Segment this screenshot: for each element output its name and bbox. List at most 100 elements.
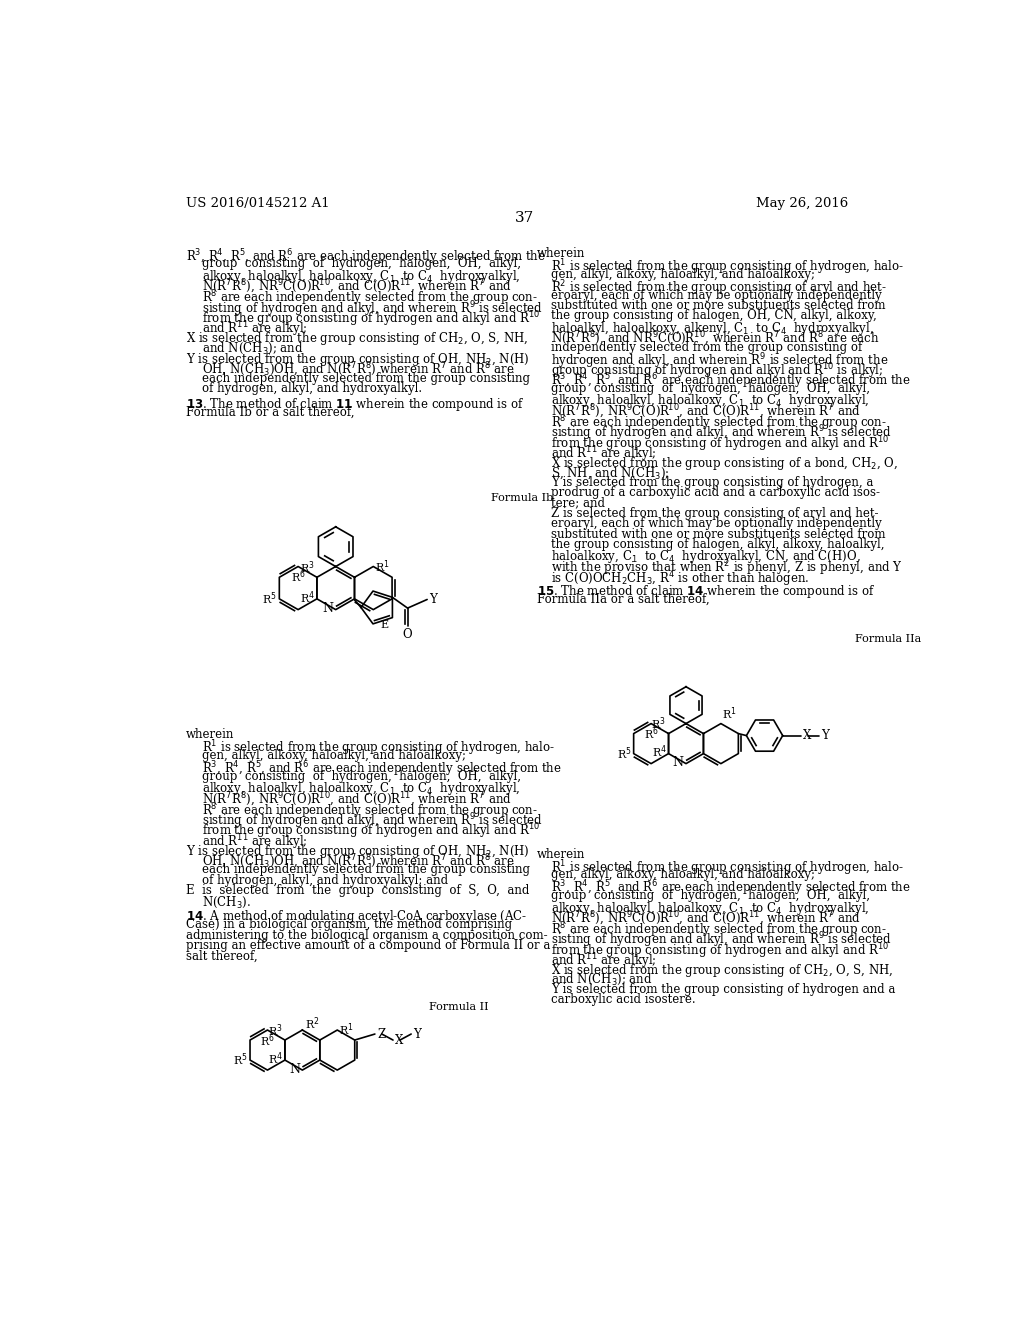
- Text: from the group consisting of hydrogen and alkyl and R$^{10}$: from the group consisting of hydrogen an…: [202, 822, 540, 841]
- Text: with the proviso that when R$^2$ is phenyl, Z is phenyl, and Y: with the proviso that when R$^2$ is phen…: [551, 558, 903, 578]
- Text: haloalkoxy, C$_1$  to C$_4$  hydroxyalkyl, CN, and C(H)O,: haloalkoxy, C$_1$ to C$_4$ hydroxyalkyl,…: [551, 548, 861, 565]
- Text: gen, alkyl, alkoxy, haloalkyl, and haloalkoxy;: gen, alkyl, alkoxy, haloalkyl, and haloa…: [551, 268, 815, 281]
- Text: OH, N(CH$_3$)OH, and N(R$^7$R$^8$) wherein R$^7$ and R$^8$ are: OH, N(CH$_3$)OH, and N(R$^7$R$^8$) where…: [202, 853, 514, 871]
- Text: gen, alkyl, alkoxy, haloalkyl, and haloalkoxy;: gen, alkyl, alkoxy, haloalkyl, and haloa…: [551, 869, 815, 882]
- Text: R$^5$: R$^5$: [616, 746, 632, 762]
- Text: Formula Ib: Formula Ib: [490, 494, 553, 503]
- Text: each independently selected from the group consisting: each independently selected from the gro…: [202, 863, 529, 876]
- Text: and R$^{11}$ are alkyl;: and R$^{11}$ are alkyl;: [202, 832, 307, 851]
- Text: wherein: wherein: [538, 847, 586, 861]
- Text: group consisting of hydrogen and alkyl and R$^{10}$ is alkyl;: group consisting of hydrogen and alkyl a…: [551, 362, 884, 381]
- Text: $\bf{14}$. A method of modulating acetyl-CoA carboxylase (AC-: $\bf{14}$. A method of modulating acetyl…: [186, 908, 527, 925]
- Text: substituted with one or more substituents selected from: substituted with one or more substituent…: [551, 298, 886, 312]
- Text: of hydrogen, alkyl, and hydroxyalkyl.: of hydrogen, alkyl, and hydroxyalkyl.: [202, 381, 422, 395]
- Text: R$^1$: R$^1$: [339, 1022, 353, 1039]
- Text: E: E: [380, 619, 388, 630]
- Text: Y: Y: [414, 1027, 421, 1040]
- Text: R$^8$ are each independently selected from the group con-: R$^8$ are each independently selected fr…: [551, 920, 887, 940]
- Text: group  consisting  of  hydrogen,  halogen,  OH,  alkyl,: group consisting of hydrogen, halogen, O…: [202, 257, 520, 271]
- Text: 37: 37: [515, 211, 535, 224]
- Text: OH, N(CH$_3$)OH, and N(R$^7$R$^8$) wherein R$^7$ and R$^8$ are: OH, N(CH$_3$)OH, and N(R$^7$R$^8$) where…: [202, 362, 514, 379]
- Text: $\bf{15}$. The method of claim $\bf{14}$ wherein the compound is of: $\bf{15}$. The method of claim $\bf{14}$…: [538, 582, 876, 599]
- Text: salt thereof,: salt thereof,: [186, 949, 258, 962]
- Text: group  consisting  of  hydrogen,  halogen,  OH,  alkyl,: group consisting of hydrogen, halogen, O…: [551, 890, 870, 902]
- Text: carboxylic acid isostere.: carboxylic acid isostere.: [551, 993, 695, 1006]
- Text: alkoxy, haloalkyl, haloalkoxy, C$_1$  to C$_4$  hydroxyalkyl,: alkoxy, haloalkyl, haloalkoxy, C$_1$ to …: [202, 780, 520, 797]
- Text: and N(CH$_3$); and: and N(CH$_3$); and: [551, 973, 652, 987]
- Text: Formula IIa or a salt thereof,: Formula IIa or a salt thereof,: [538, 593, 710, 606]
- Text: R$^3$: R$^3$: [651, 715, 667, 733]
- Text: Y is selected from the group consisting of hydrogen and a: Y is selected from the group consisting …: [551, 982, 896, 995]
- Text: prising an effective amount of a compound of Formula II or a: prising an effective amount of a compoun…: [186, 940, 551, 952]
- Text: sisting of hydrogen and alkyl, and wherein R$^9$ is selected: sisting of hydrogen and alkyl, and where…: [202, 298, 543, 318]
- Text: O: O: [402, 628, 413, 642]
- Text: from the group consisting of hydrogen and alkyl and R$^{10}$: from the group consisting of hydrogen an…: [551, 434, 889, 454]
- Text: of hydrogen, alkyl, and hydroxyalkyl; and: of hydrogen, alkyl, and hydroxyalkyl; an…: [202, 874, 447, 887]
- Text: R$^8$ are each independently selected from the group con-: R$^8$ are each independently selected fr…: [202, 801, 538, 821]
- Text: sisting of hydrogen and alkyl, and wherein R$^9$ is selected: sisting of hydrogen and alkyl, and where…: [202, 812, 543, 832]
- Text: group  consisting  of  hydrogen,  halogen,  OH,  alkyl,: group consisting of hydrogen, halogen, O…: [551, 381, 870, 395]
- Text: May 26, 2016: May 26, 2016: [756, 197, 848, 210]
- Text: R$^5$: R$^5$: [233, 1052, 248, 1068]
- Text: R$^3$: R$^3$: [268, 1022, 283, 1039]
- Text: R$^6$: R$^6$: [260, 1032, 274, 1049]
- Text: independently selected from the group consisting of: independently selected from the group co…: [551, 341, 862, 354]
- Text: X is selected from the group consisting of CH$_2$, O, S, NH,: X is selected from the group consisting …: [551, 962, 894, 979]
- Text: R$^4$: R$^4$: [268, 1051, 284, 1067]
- Text: N(CH$_3$).: N(CH$_3$).: [202, 895, 251, 909]
- Text: eroaryl, each of which may be optionally independently: eroaryl, each of which may be optionally…: [551, 289, 882, 301]
- Text: hydrogen and alkyl, and wherein R$^9$ is selected from the: hydrogen and alkyl, and wherein R$^9$ is…: [551, 351, 889, 371]
- Text: each independently selected from the group consisting: each independently selected from the gro…: [202, 372, 529, 384]
- Text: from the group consisting of hydrogen and alkyl and R$^{10}$: from the group consisting of hydrogen an…: [202, 309, 540, 329]
- Text: Z: Z: [377, 1027, 385, 1040]
- Text: Formula IIa: Formula IIa: [855, 635, 922, 644]
- Text: Formula Ib or a salt thereof,: Formula Ib or a salt thereof,: [186, 407, 354, 418]
- Text: R$^6$: R$^6$: [291, 569, 305, 585]
- Text: the group consisting of halogen, OH, CN, alkyl, alkoxy,: the group consisting of halogen, OH, CN,…: [551, 309, 877, 322]
- Text: R$^1$ is selected from the group consisting of hydrogen, halo-: R$^1$ is selected from the group consist…: [551, 858, 904, 878]
- Text: alkoxy, haloalkyl, haloalkoxy, C$_1$  to C$_4$  hydroxyalkyl,: alkoxy, haloalkyl, haloalkoxy, C$_1$ to …: [551, 899, 869, 916]
- Text: sisting of hydrogen and alkyl, and wherein R$^9$ is selected: sisting of hydrogen and alkyl, and where…: [551, 424, 892, 444]
- Text: R$^3$, R$^4$, R$^5$, and R$^6$ are each independently selected from the: R$^3$, R$^4$, R$^5$, and R$^6$ are each …: [186, 247, 546, 267]
- Text: Case) in a biological organism, the method comprising: Case) in a biological organism, the meth…: [186, 919, 512, 932]
- Text: wherein: wherein: [538, 247, 586, 260]
- Text: N: N: [323, 602, 334, 615]
- Text: from the group consisting of hydrogen and alkyl and R$^{10}$: from the group consisting of hydrogen an…: [551, 941, 889, 961]
- Text: X: X: [803, 729, 811, 742]
- Text: N(R$^7$R$^8$), NR$^9$C(O)R$^{10}$, and C(O)R$^{11}$, wherein R$^7$ and: N(R$^7$R$^8$), NR$^9$C(O)R$^{10}$, and C…: [202, 279, 511, 296]
- Text: alkoxy, haloalkyl, haloalkoxy, C$_1$  to C$_4$  hydroxyalkyl,: alkoxy, haloalkyl, haloalkoxy, C$_1$ to …: [551, 392, 869, 409]
- Text: R$^5$: R$^5$: [262, 590, 278, 607]
- Text: N(R$^7$R$^8$), NR$^9$C(O)R$^{10}$, and C(O)R$^{11}$, wherein R$^7$ and: N(R$^7$R$^8$), NR$^9$C(O)R$^{10}$, and C…: [551, 403, 861, 421]
- Text: Y: Y: [429, 593, 436, 606]
- Text: US 2016/0145212 A1: US 2016/0145212 A1: [186, 197, 330, 210]
- Text: and N(CH$_3$); and: and N(CH$_3$); and: [202, 341, 303, 355]
- Text: N: N: [673, 756, 684, 770]
- Text: S, NH, and N(CH$_3$);: S, NH, and N(CH$_3$);: [551, 465, 670, 480]
- Text: R$^2$: R$^2$: [305, 1016, 319, 1032]
- Text: N: N: [289, 1063, 300, 1076]
- Text: $\bf{13}$. The method of claim $\bf{11}$ wherein the compound is of: $\bf{13}$. The method of claim $\bf{11}$…: [186, 396, 524, 413]
- Text: R$^4$: R$^4$: [300, 589, 315, 606]
- Text: haloalkyl, haloalkoxy, alkenyl, C$_1$  to C$_4$  hydroxyalkyl,: haloalkyl, haloalkoxy, alkenyl, C$_1$ to…: [551, 319, 874, 337]
- Text: R$^8$ are each independently selected from the group con-: R$^8$ are each independently selected fr…: [551, 413, 887, 433]
- Text: Y is selected from the group consisting of hydrogen, a: Y is selected from the group consisting …: [551, 475, 873, 488]
- Text: R$^6$: R$^6$: [644, 726, 658, 742]
- Text: E  is  selected  from  the  group  consisting  of  S,  O,  and: E is selected from the group consisting …: [186, 884, 529, 898]
- Text: X is selected from the group consisting of CH$_2$, O, S, NH,: X is selected from the group consisting …: [186, 330, 528, 347]
- Text: Y: Y: [821, 729, 829, 742]
- Text: is C(O)OCH$_2$CH$_3$, R$^4$ is other than halogen.: is C(O)OCH$_2$CH$_3$, R$^4$ is other tha…: [551, 569, 810, 589]
- Text: wherein: wherein: [186, 729, 234, 742]
- Text: R$^2$ is selected from the group consisting of aryl and het-: R$^2$ is selected from the group consist…: [551, 279, 887, 298]
- Text: R$^3$, R$^4$, R$^5$, and R$^6$ are each independently selected from the: R$^3$, R$^4$, R$^5$, and R$^6$ are each …: [202, 759, 561, 779]
- Text: R$^4$: R$^4$: [652, 743, 667, 760]
- Text: R$^1$: R$^1$: [723, 705, 737, 722]
- Text: R$^3$, R$^4$, R$^5$, and R$^6$ are each independently selected from the: R$^3$, R$^4$, R$^5$, and R$^6$ are each …: [551, 879, 911, 899]
- Text: the group consisting of halogen, alkyl, alkoxy, haloalkyl,: the group consisting of halogen, alkyl, …: [551, 539, 885, 550]
- Text: and R$^{11}$ are alkyl;: and R$^{11}$ are alkyl;: [551, 952, 656, 972]
- Text: R$^8$ are each independently selected from the group con-: R$^8$ are each independently selected fr…: [202, 289, 538, 308]
- Text: tere; and: tere; and: [551, 496, 605, 510]
- Text: Z is selected from the group consisting of aryl and het-: Z is selected from the group consisting …: [551, 507, 879, 520]
- Text: group  consisting  of  hydrogen,  halogen,  OH,  alkyl,: group consisting of hydrogen, halogen, O…: [202, 770, 520, 783]
- Text: N(R$^7$R$^8$), NR$^9$C(O)R$^{10}$, and C(O)R$^{11}$, wherein R$^7$ and: N(R$^7$R$^8$), NR$^9$C(O)R$^{10}$, and C…: [202, 791, 511, 809]
- Text: alkoxy, haloalkyl, haloalkoxy, C$_1$  to C$_4$  hydroxyalkyl,: alkoxy, haloalkyl, haloalkoxy, C$_1$ to …: [202, 268, 520, 285]
